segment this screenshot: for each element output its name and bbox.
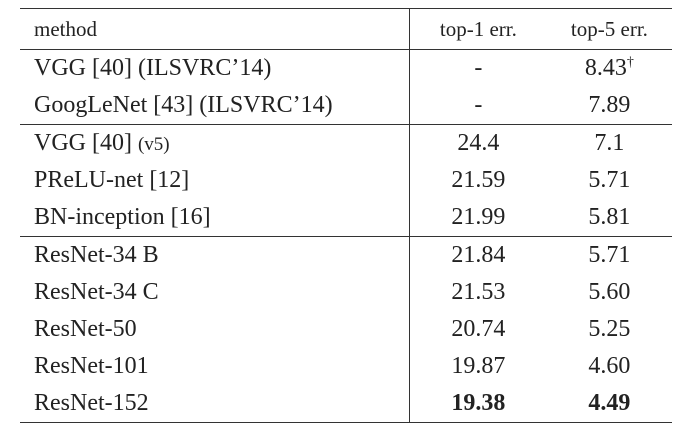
top5-cell: 4.49	[547, 385, 672, 423]
method-cell: ResNet-101	[20, 348, 410, 385]
method-name: ResNet-34 B	[34, 242, 159, 268]
top5-cell: 5.81	[547, 199, 672, 237]
table-row: ResNet-152 19.38 4.49	[20, 385, 672, 423]
table-row: ResNet-34 B 21.84 5.71	[20, 236, 672, 274]
top1-cell: 21.59	[451, 167, 506, 193]
table-row: GoogLeNet [43] (ILSVRC’14) - 7.89	[20, 87, 672, 125]
table-row: ResNet-101 19.87 4.60	[20, 348, 672, 385]
method-cell: VGG [40] (ILSVRC’14)	[20, 49, 410, 87]
method-name: ResNet-34 C	[34, 279, 159, 305]
top1-cell: 21.99	[451, 204, 506, 230]
header-cell: top-1 err.	[439, 16, 517, 41]
method-cell: PReLU-net [12]	[20, 162, 410, 199]
table-row: ResNet-50 20.74 5.25	[20, 311, 672, 348]
top1-cell: 24.4	[409, 124, 547, 162]
top1-cell: 21.53	[451, 279, 506, 305]
top1-cell: -	[474, 92, 483, 118]
top5-value: 5.71	[588, 167, 631, 193]
top5-value: 4.60	[588, 353, 631, 379]
method-name: GoogLeNet [43] (ILSVRC’14)	[34, 92, 333, 118]
top5-cell: 8.43†	[546, 49, 672, 87]
top1-cell: 20.74	[451, 316, 506, 342]
top5-value: 5.60	[588, 279, 631, 305]
method-cell: ResNet-34 B	[20, 236, 410, 274]
table-row: VGG [40] (v5) 24.4 7.1	[20, 124, 672, 162]
method-name: BN-inception [16]	[34, 204, 211, 230]
method-name: VGG [40]	[34, 130, 132, 156]
header-cell: method	[20, 8, 410, 50]
method-cell: ResNet-50	[20, 311, 410, 348]
top5-value: 5.25	[588, 316, 631, 342]
top5-cell: 7.1	[546, 124, 672, 162]
top5-value: 4.49	[588, 390, 631, 416]
footnote-mark: †	[626, 55, 634, 70]
top5-value: 5.81	[588, 204, 631, 230]
header-row: method top-1 err. top-5 err.	[20, 8, 672, 50]
table-body: method top-1 err. top-5 err. VGG [40] (ILSV…	[20, 8, 672, 423]
method-cell: ResNet-34 C	[20, 274, 410, 311]
top5-value: 8.43	[584, 55, 627, 81]
table-row: PReLU-net [12] 21.59 5.71	[20, 162, 672, 199]
top5-cell: 7.89	[547, 87, 672, 125]
top1-cell: 19.87	[451, 353, 506, 379]
top5-value: 7.89	[588, 92, 631, 118]
top5-cell: 5.25	[547, 311, 672, 348]
top1-cell: 21.84	[409, 236, 547, 274]
top5-cell: 5.60	[547, 274, 672, 311]
table-row: BN-inception [16] 21.99 5.81	[20, 199, 672, 237]
top5-cell: 5.71	[546, 236, 672, 274]
method-name: ResNet-50	[34, 316, 137, 342]
top5-value: 5.71	[588, 242, 631, 268]
method-note: (v5)	[137, 134, 170, 155]
table-row: ResNet-34 C 21.53 5.60	[20, 274, 672, 311]
method-cell: BN-inception [16]	[20, 199, 410, 237]
method-name: VGG [40] (ILSVRC’14)	[34, 55, 272, 81]
top1-cell: 19.38	[451, 390, 506, 416]
header-cell: top-5 err.	[570, 16, 648, 41]
method-cell: ResNet-152	[20, 385, 410, 423]
method-name: ResNet-152	[34, 390, 149, 416]
results-table: method top-1 err. top-5 err. VGG [40] (ILSV…	[20, 8, 672, 423]
method-cell: GoogLeNet [43] (ILSVRC’14)	[20, 87, 410, 125]
method-cell: VGG [40] (v5)	[20, 124, 410, 162]
top5-cell: 5.71	[547, 162, 672, 199]
method-name: ResNet-101	[34, 353, 149, 379]
top5-cell: 4.60	[547, 348, 672, 385]
top1-cell: -	[409, 49, 547, 87]
table-row: VGG [40] (ILSVRC’14) -8.43†	[20, 49, 672, 87]
top5-value: 7.1	[594, 130, 625, 156]
method-name: PReLU-net [12]	[34, 167, 190, 193]
